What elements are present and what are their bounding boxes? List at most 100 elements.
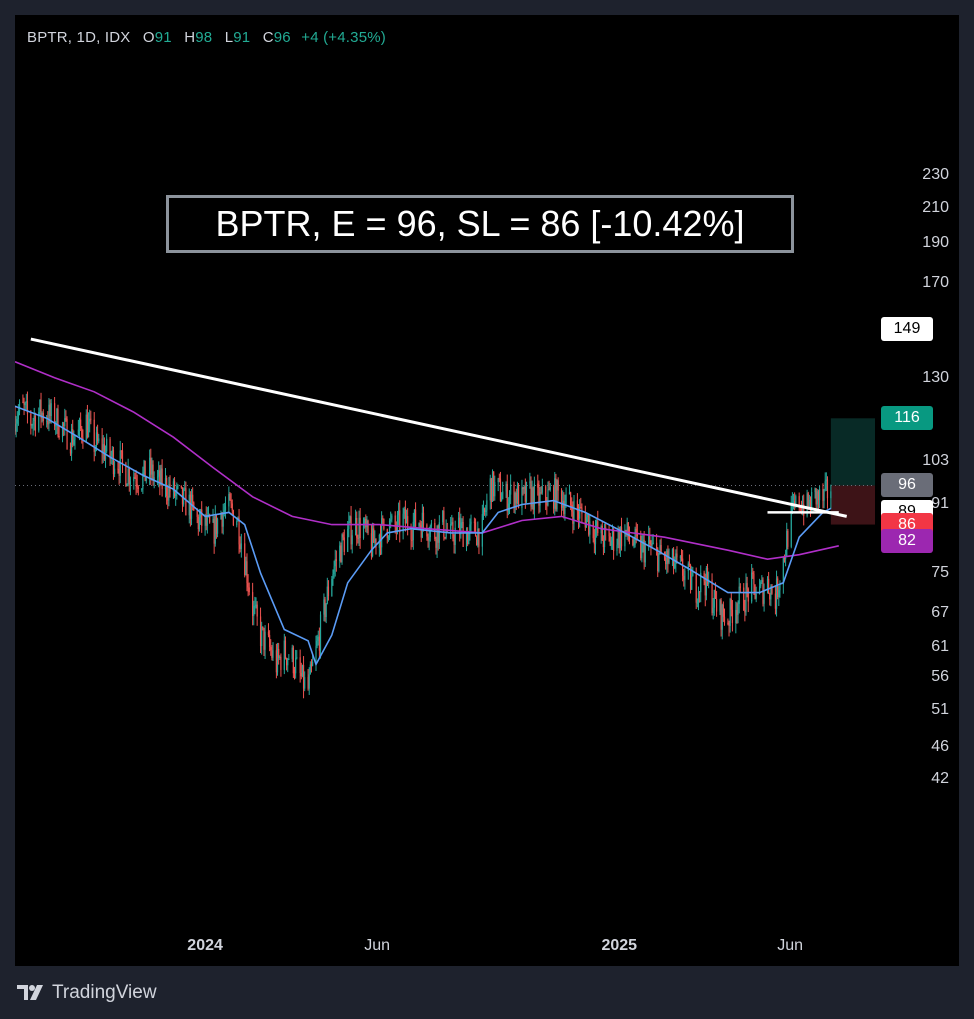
y-tick-label: 46 — [931, 737, 949, 755]
candle-body — [65, 418, 67, 420]
candle-body — [532, 487, 534, 510]
candle-body — [300, 672, 302, 677]
tradingview-brand[interactable]: TradingView — [16, 982, 157, 1004]
candle-body — [412, 521, 414, 540]
candle-body — [129, 481, 132, 485]
candle-body — [617, 530, 619, 545]
candle-body — [143, 460, 145, 473]
candle-body — [359, 517, 361, 539]
candle-body — [341, 534, 343, 563]
price-label-149: 149 — [881, 317, 933, 342]
candle-body — [74, 435, 76, 440]
candle-body — [153, 477, 155, 481]
candle-body — [444, 537, 446, 539]
y-tick-label: 210 — [922, 198, 949, 216]
candle-body — [505, 483, 507, 492]
candle-body — [627, 522, 629, 537]
candle-body — [279, 656, 281, 658]
candle-body — [362, 524, 365, 539]
candle-body — [364, 518, 366, 525]
candle-body — [620, 527, 623, 547]
candle-body — [453, 538, 455, 545]
candle-body — [576, 500, 578, 512]
candle-body — [272, 650, 274, 658]
candle-body — [692, 572, 694, 576]
candle-body — [190, 494, 193, 519]
candle-body — [275, 650, 277, 673]
x-tick-label: Jun — [364, 937, 390, 954]
candle-body — [451, 522, 453, 525]
legend-low: 91 — [233, 29, 251, 46]
candle-body — [817, 491, 820, 501]
candle-body — [66, 418, 68, 450]
candle-body — [602, 540, 605, 548]
candle-body — [61, 423, 64, 438]
candle-body — [149, 457, 151, 477]
candle-body — [128, 468, 130, 485]
candle-body — [699, 591, 701, 593]
candle-body — [502, 491, 504, 500]
candle-body — [775, 578, 778, 609]
candle-body — [660, 545, 662, 555]
chart-area[interactable]: BPTR, 1D, IDX O91 H98 L91 C96 +4 (+4.35%… — [15, 15, 959, 966]
candle-body — [809, 500, 812, 512]
candle-body — [39, 399, 41, 412]
candle-body — [135, 478, 137, 485]
candle-body — [517, 485, 520, 508]
candle-body — [570, 492, 572, 505]
candle-body — [259, 616, 262, 647]
candle-body — [223, 510, 225, 513]
candle-body — [224, 506, 227, 511]
candle-body — [507, 503, 509, 512]
candle-body — [675, 553, 677, 564]
candle-body — [188, 494, 190, 516]
candle-body — [413, 509, 416, 522]
candle-body — [557, 480, 559, 491]
candle-body — [399, 510, 401, 533]
candle-body — [40, 399, 42, 419]
candle-body — [540, 492, 542, 494]
candle-body — [145, 476, 147, 482]
candle-body — [665, 557, 667, 565]
candle-body — [538, 487, 540, 506]
legend-close: 96 — [273, 29, 291, 46]
candle-body — [659, 545, 661, 553]
candle-body — [815, 488, 817, 505]
candle-body — [715, 598, 718, 612]
candle-body — [737, 603, 739, 615]
candle-body — [603, 527, 606, 548]
candle-body — [288, 658, 290, 660]
price-chart[interactable] — [15, 15, 959, 966]
candle-body — [649, 536, 651, 545]
candle-body — [579, 506, 581, 519]
candle-body — [49, 404, 51, 417]
candle-body — [489, 478, 491, 501]
candle-body — [462, 522, 464, 547]
candle-body — [263, 627, 265, 650]
candle-body — [497, 478, 499, 483]
candle-body — [232, 510, 234, 526]
candle-body — [333, 566, 335, 574]
trade-annotation[interactable]: BPTR, E = 96, SL = 86 [-10.42%] — [166, 195, 794, 253]
legend-open: 91 — [154, 29, 172, 46]
candle-body — [485, 510, 487, 513]
candle-body — [687, 563, 689, 571]
candle-body — [269, 635, 271, 648]
candle-body — [618, 530, 620, 549]
legend-change: +4 (+4.35%) — [301, 29, 386, 46]
candle-body — [283, 640, 285, 670]
candle-body — [704, 581, 706, 596]
candle-body — [310, 664, 313, 666]
candle-body — [777, 578, 779, 598]
candle-body — [486, 500, 488, 511]
candle-body — [94, 447, 96, 452]
candle-body — [628, 536, 631, 540]
candle-body — [632, 539, 634, 546]
candle-body — [239, 544, 241, 549]
brand-name: TradingView — [52, 982, 157, 1003]
candle-body — [315, 645, 317, 662]
candle-body — [672, 549, 675, 569]
candle-body — [786, 530, 788, 556]
candle-body — [706, 568, 709, 584]
candle-body — [38, 411, 40, 431]
